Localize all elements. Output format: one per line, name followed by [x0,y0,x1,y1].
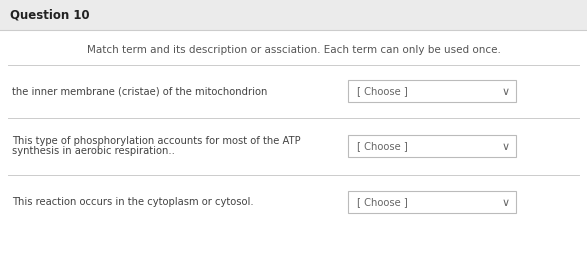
Text: Match term and its description or assciation. Each term can only be used once.: Match term and its description or asscia… [86,45,501,55]
Text: Question 10: Question 10 [10,9,90,22]
Bar [348,191,516,213]
Text: ∨: ∨ [502,87,510,97]
Bar [0,30,587,260]
Text: This type of phosphorylation accounts for most of the ATP: This type of phosphorylation accounts fo… [12,135,301,146]
Text: the inner membrane (cristae) of the mitochondrion: the inner membrane (cristae) of the mito… [12,86,267,96]
Bar [0,0,587,30]
Text: This reaction occurs in the cytoplasm or cytosol.: This reaction occurs in the cytoplasm or… [12,197,254,207]
Bar [348,135,516,157]
Text: [ Choose ]: [ Choose ] [357,141,408,151]
Text: ∨: ∨ [502,142,510,152]
Bar [348,80,516,102]
Text: ∨: ∨ [502,198,510,208]
Text: [ Choose ]: [ Choose ] [357,86,408,96]
Text: [ Choose ]: [ Choose ] [357,197,408,207]
Text: synthesis in aerobic respiration..: synthesis in aerobic respiration.. [12,146,175,157]
